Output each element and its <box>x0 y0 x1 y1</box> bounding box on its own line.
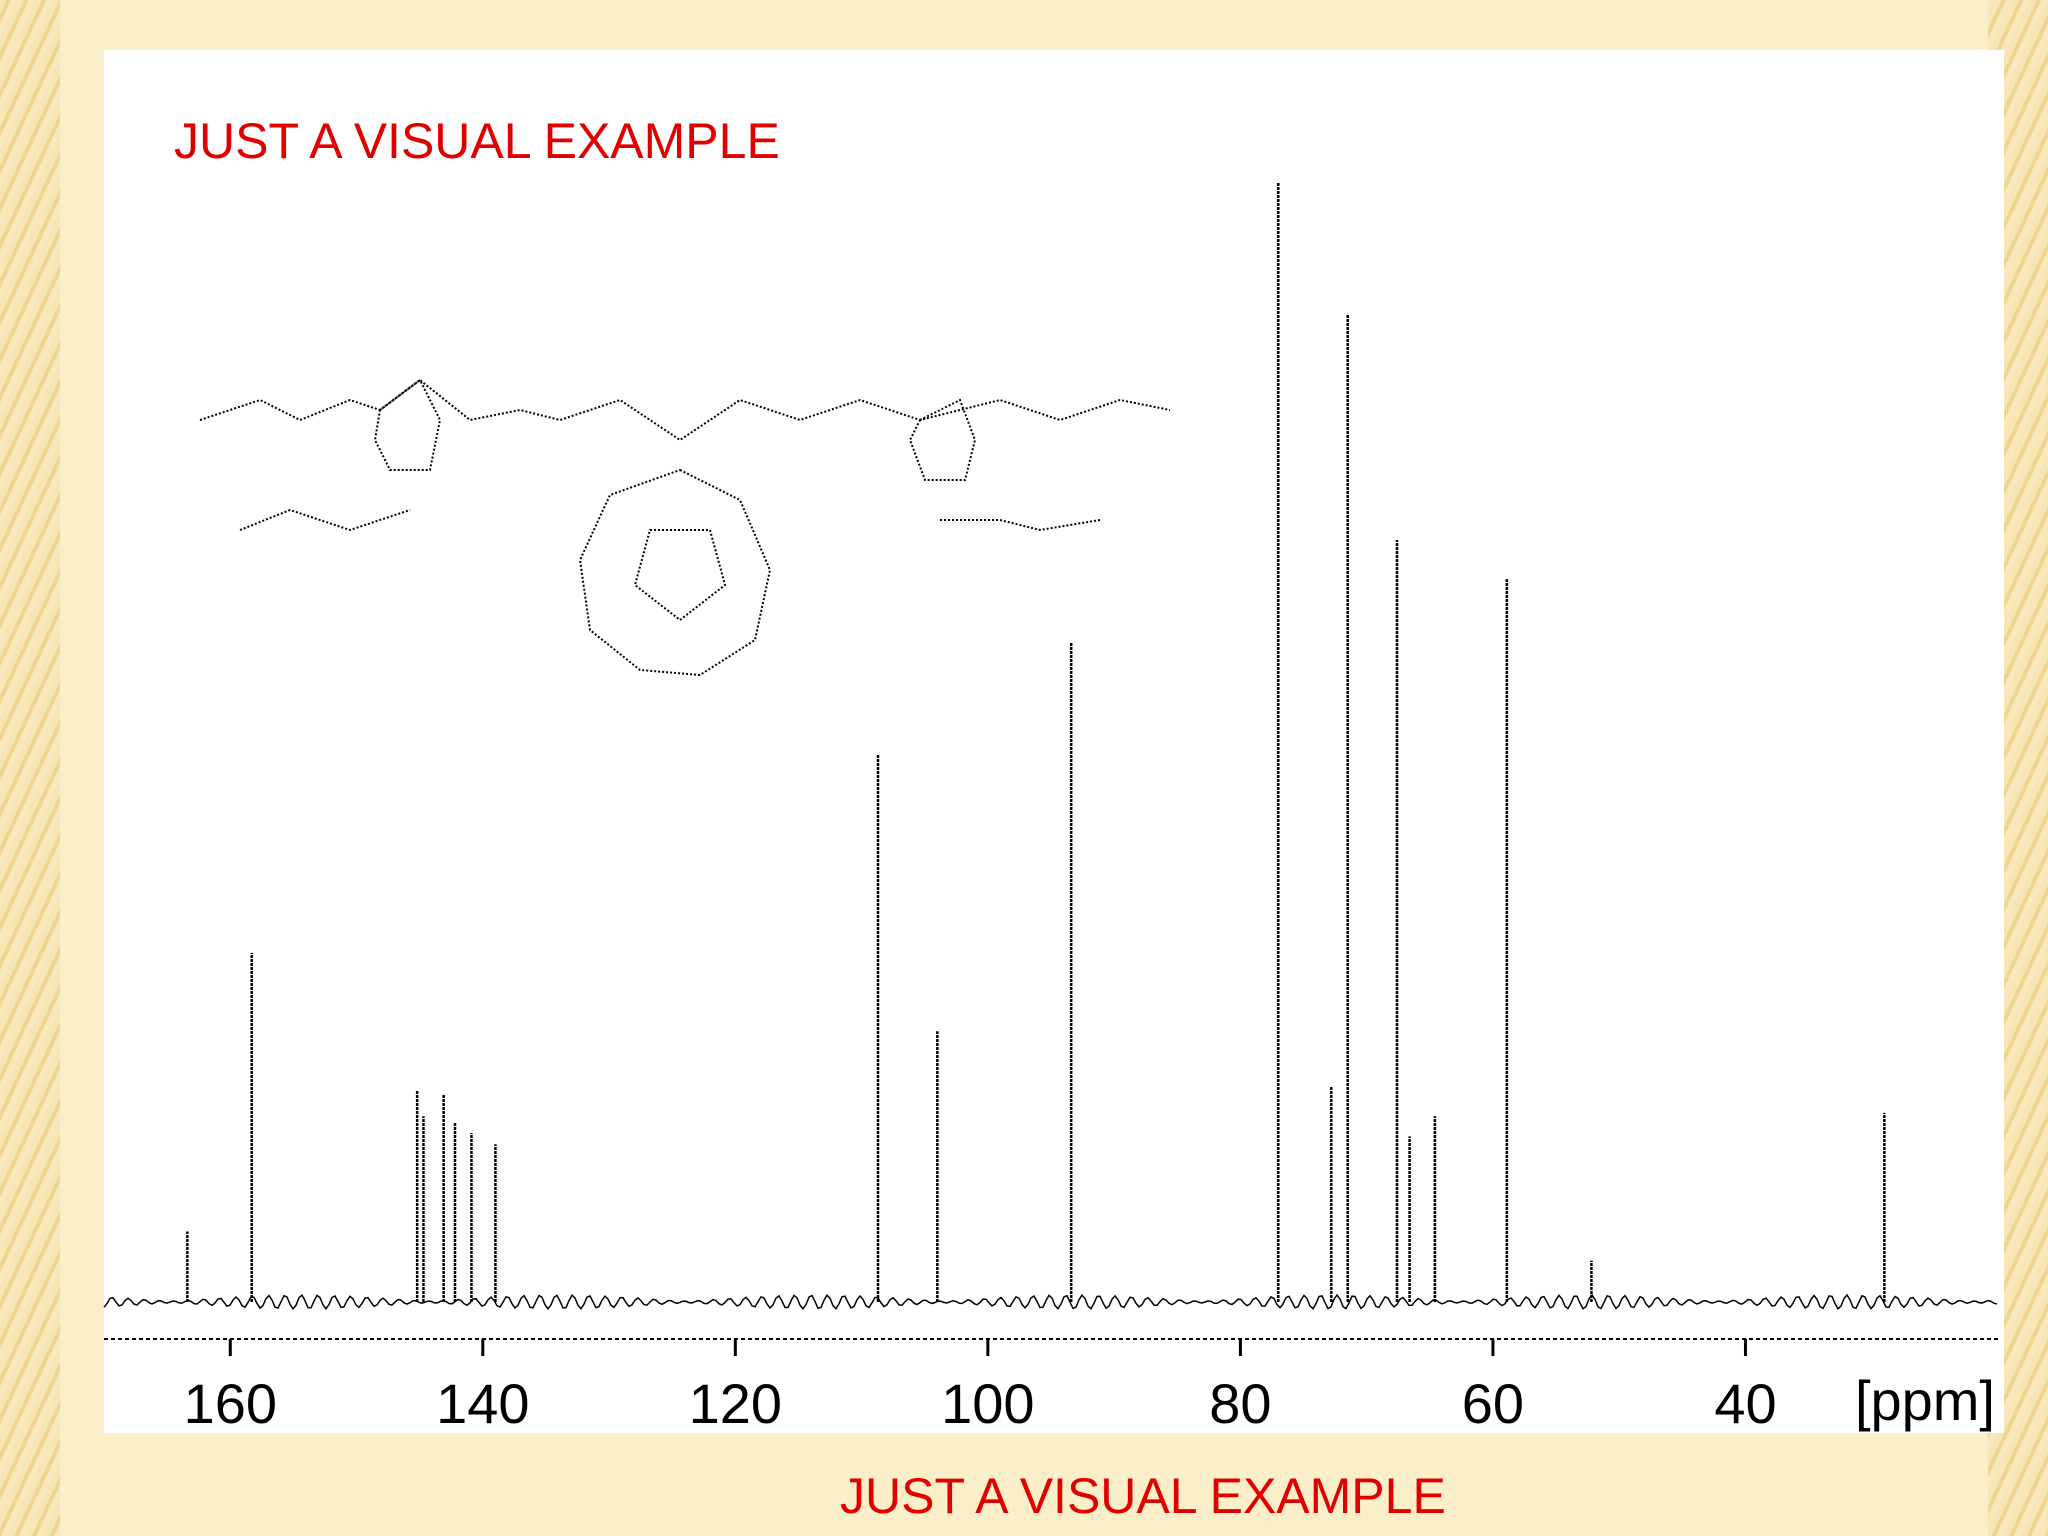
x-tick-label: 80 <box>1209 1372 1271 1435</box>
x-tick-label: 40 <box>1714 1372 1776 1435</box>
baseline-noise <box>103 1293 1998 1311</box>
x-tick-label: 100 <box>941 1372 1034 1435</box>
structure <box>199 378 1171 677</box>
plot-panel <box>104 50 2004 1433</box>
annotation: JUST A VISUAL EXAMPLE <box>840 1468 1446 1524</box>
x-tick-label: 120 <box>689 1372 782 1435</box>
x-tick-label: 140 <box>436 1372 529 1435</box>
x-tick-label: 60 <box>1462 1372 1524 1435</box>
x-axis-label: [ppm] <box>1855 1369 1995 1432</box>
annotation: JUST A VISUAL EXAMPLE <box>174 113 780 169</box>
x-tick-label: 160 <box>184 1372 277 1435</box>
